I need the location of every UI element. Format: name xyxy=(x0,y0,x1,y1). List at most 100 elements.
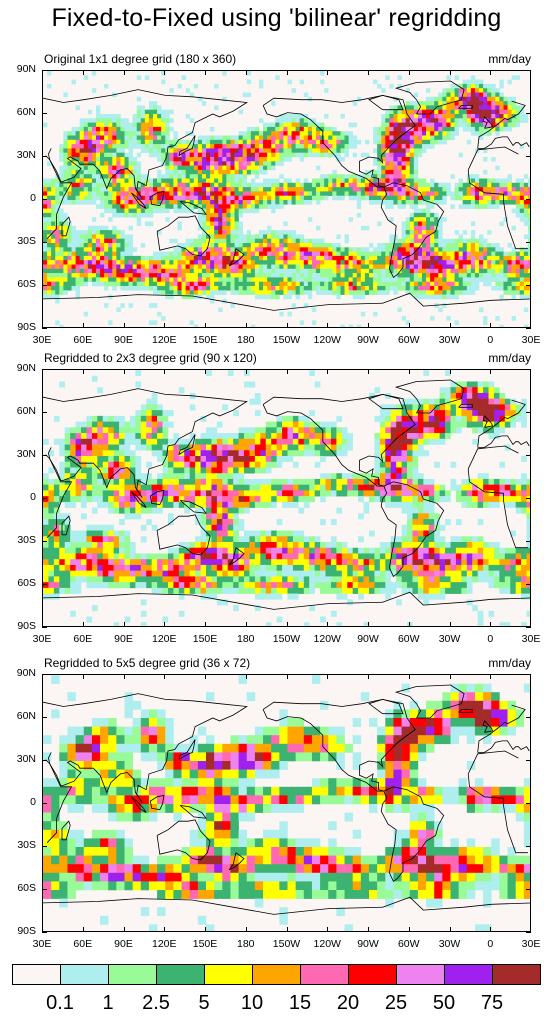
precip-cell xyxy=(479,251,484,257)
precip-cell xyxy=(454,83,459,89)
precip-cell xyxy=(479,264,484,270)
precip-cell xyxy=(104,208,109,214)
precip-cell xyxy=(230,268,235,274)
precip-cell xyxy=(124,490,131,497)
precip-cell xyxy=(390,421,397,428)
precip-cell xyxy=(83,157,89,162)
precip-cell xyxy=(454,187,459,192)
precip-cell xyxy=(83,273,89,278)
precip-cell xyxy=(426,105,431,110)
precip-cell xyxy=(389,122,394,128)
precip-cell xyxy=(112,277,117,282)
precip-cell xyxy=(405,286,411,291)
precip-cell xyxy=(218,169,223,175)
precip-cell xyxy=(233,473,239,480)
precip-cell xyxy=(226,157,231,162)
precip-cell xyxy=(43,268,48,274)
precip-cell xyxy=(120,268,125,274)
precip-cell xyxy=(401,169,406,175)
precip-cell xyxy=(430,204,435,209)
precip-cell xyxy=(450,286,455,291)
precip-cell xyxy=(189,484,196,491)
precip-cell xyxy=(332,251,337,257)
precip-cell xyxy=(71,152,76,158)
precip-cell xyxy=(226,255,231,261)
precip-cell xyxy=(242,178,248,184)
precip-cell xyxy=(352,101,358,106)
precip-cell xyxy=(413,277,419,282)
precip-cell xyxy=(413,148,419,153)
precip-cell xyxy=(390,473,397,480)
precip-cell xyxy=(43,225,48,231)
precip-cell xyxy=(381,139,386,145)
precip-cell xyxy=(206,247,211,252)
precip-cell xyxy=(112,225,117,231)
precip-cell xyxy=(63,221,68,227)
precip-cell xyxy=(140,200,146,205)
precip-cell xyxy=(59,255,64,261)
precip-cell xyxy=(275,187,280,192)
precip-cell xyxy=(200,461,207,468)
precip-cell xyxy=(295,148,301,153)
precip-cell xyxy=(340,251,345,257)
precip-cell xyxy=(271,161,276,166)
precip-cell xyxy=(71,195,76,201)
precip-cell xyxy=(181,148,186,153)
coastline xyxy=(482,116,494,129)
precip-cell xyxy=(246,169,252,175)
precip-cell xyxy=(148,152,154,158)
precip-cell xyxy=(97,478,104,485)
precip-cell xyxy=(104,174,109,179)
precip-cell xyxy=(328,144,333,149)
precip-cell xyxy=(356,294,362,300)
precip-cell xyxy=(267,165,272,171)
precip-cell xyxy=(116,161,121,166)
precip-cell xyxy=(173,178,178,184)
precip-cell xyxy=(195,478,201,485)
precip-cell xyxy=(151,427,158,434)
precip-cell xyxy=(116,178,121,184)
precip-cell xyxy=(282,421,288,428)
precip-cell xyxy=(470,273,476,278)
precip-cell xyxy=(43,255,48,261)
precip-cell xyxy=(43,234,48,239)
precip-cell xyxy=(189,273,195,278)
precip-cell xyxy=(124,273,129,278)
precip-cell xyxy=(234,230,239,235)
precip-cell xyxy=(474,281,480,287)
precip-cell xyxy=(59,277,64,282)
precip-cell xyxy=(165,165,170,171)
precip-cell xyxy=(412,450,419,457)
precip-cell xyxy=(181,294,186,300)
precip-cell xyxy=(75,238,80,244)
precip-cell xyxy=(113,427,120,434)
precip-cell xyxy=(454,238,459,244)
precip-cell xyxy=(396,473,402,480)
precip-cell xyxy=(474,243,480,248)
precip-cell xyxy=(43,484,49,491)
precip-cell xyxy=(446,122,451,128)
precip-cell xyxy=(499,122,504,128)
precip-cell xyxy=(487,126,492,132)
precip-cell xyxy=(157,204,162,209)
precip-cell xyxy=(129,450,136,457)
precip-cell xyxy=(303,281,309,287)
precip-cell xyxy=(201,217,207,222)
precip-cell xyxy=(79,243,85,248)
precip-cell xyxy=(352,139,358,145)
precip-cell xyxy=(291,135,296,141)
precip-cell xyxy=(332,187,337,192)
precip-cell xyxy=(275,251,280,257)
precip-cell xyxy=(193,268,199,274)
precip-cell xyxy=(462,126,468,132)
precip-cell xyxy=(487,105,492,110)
precip-cell xyxy=(47,243,52,248)
precip-cell xyxy=(401,286,406,291)
precip-cell xyxy=(393,144,398,149)
precip-cell xyxy=(483,398,489,405)
precip-cell xyxy=(472,381,478,388)
precip-cell xyxy=(405,182,411,188)
precip-cell xyxy=(119,427,125,434)
precip-cell xyxy=(177,264,182,270)
precip-cell xyxy=(409,281,415,287)
